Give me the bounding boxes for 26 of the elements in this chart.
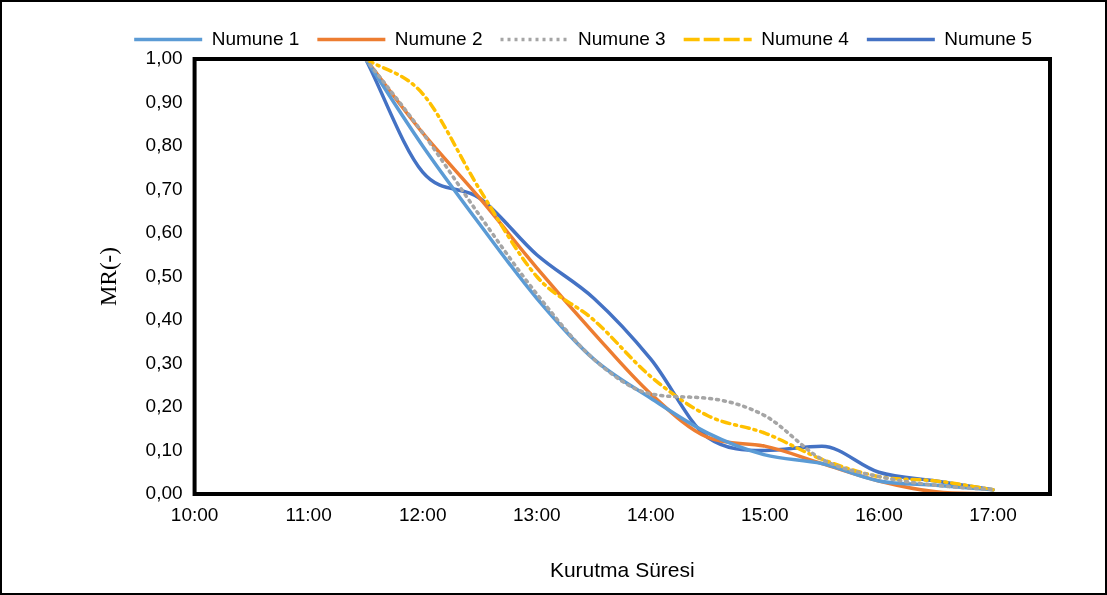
legend-label: Numune 5	[944, 27, 1033, 49]
x-axis-title: Kurutma Süresi	[549, 558, 695, 582]
x-tick-label: 15:00	[741, 503, 789, 525]
x-tick-label: 14:00	[627, 503, 675, 525]
y-tick-label: 0,30	[145, 351, 183, 373]
x-tick-label: 17:00	[969, 503, 1017, 525]
legend-label: Numune 3	[578, 27, 666, 49]
y-tick-label: 0,10	[145, 438, 183, 460]
x-tick-label: 12:00	[398, 503, 447, 525]
legend-label: Numune 4	[761, 27, 850, 49]
x-tick-label: 16:00	[855, 503, 903, 525]
y-tick-label: 0,80	[145, 134, 183, 156]
x-tick-label: 13:00	[512, 503, 561, 525]
y-tick-label: 1,00	[145, 47, 183, 69]
y-tick-label: 0,20	[145, 395, 183, 417]
y-tick-label: 0,60	[145, 221, 183, 243]
y-tick-label: 0,00	[145, 482, 183, 504]
x-tick-label: 11:00	[285, 503, 332, 525]
legend-label: Numune 1	[211, 27, 300, 49]
y-tick-label: 0,70	[145, 177, 183, 199]
y-tick-label: 0,90	[145, 90, 183, 112]
legend-label: Numune 2	[394, 27, 483, 49]
y-tick-label: 0,40	[145, 308, 183, 330]
x-tick-label: 10:00	[170, 503, 219, 525]
y-tick-label: 0,50	[145, 264, 183, 286]
y-axis-title: MR(-)	[95, 247, 121, 306]
